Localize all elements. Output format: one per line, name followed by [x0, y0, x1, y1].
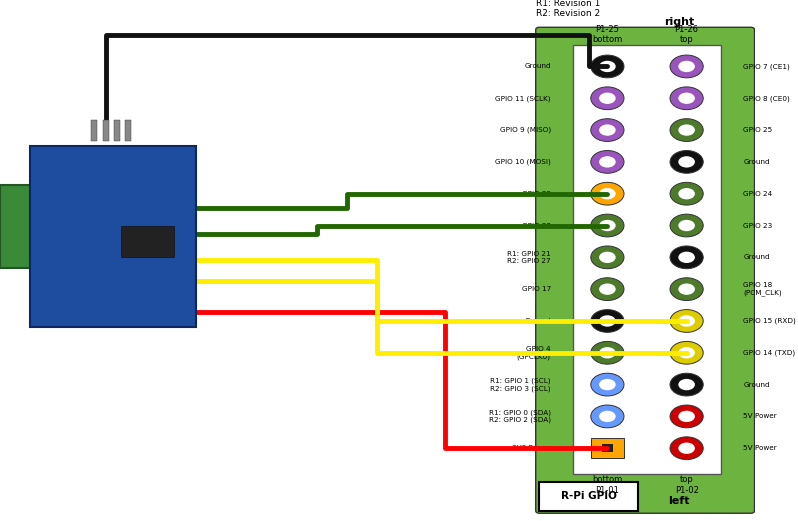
- Circle shape: [591, 151, 624, 173]
- Text: GPIO 9 (MISO): GPIO 9 (MISO): [500, 127, 551, 133]
- Text: R1: GPIO 21
R2: GPIO 27: R1: GPIO 21 R2: GPIO 27: [508, 251, 551, 264]
- Text: 3V3 Power: 3V3 Power: [512, 445, 551, 451]
- Text: bottom
P1-01: bottom P1-01: [592, 475, 622, 494]
- Text: GPIO 8 (CE0): GPIO 8 (CE0): [743, 95, 790, 102]
- Circle shape: [678, 156, 695, 168]
- Circle shape: [670, 437, 703, 460]
- Circle shape: [670, 182, 703, 205]
- Circle shape: [599, 93, 616, 104]
- Text: Ground: Ground: [524, 318, 551, 324]
- FancyBboxPatch shape: [539, 482, 638, 511]
- Bar: [120, 226, 173, 257]
- Bar: [591, 438, 624, 458]
- FancyBboxPatch shape: [535, 27, 755, 513]
- Text: R1: Revision 1
R2: Revision 2: R1: Revision 1 R2: Revision 2: [535, 0, 600, 18]
- Circle shape: [678, 379, 695, 390]
- Bar: [574, 45, 721, 475]
- Circle shape: [599, 125, 616, 136]
- Text: 5V Power: 5V Power: [743, 413, 777, 419]
- Circle shape: [670, 246, 703, 269]
- Circle shape: [599, 220, 616, 231]
- Circle shape: [670, 341, 703, 364]
- Text: Ground: Ground: [743, 381, 770, 388]
- Bar: [103, 120, 109, 141]
- Text: GPIO 25: GPIO 25: [522, 191, 551, 197]
- Circle shape: [599, 61, 616, 72]
- Text: GPIO 24: GPIO 24: [743, 191, 772, 197]
- Text: GPIO 17: GPIO 17: [522, 286, 551, 292]
- Text: top
P1-02: top P1-02: [674, 475, 698, 494]
- Bar: [30, 146, 196, 327]
- Circle shape: [591, 246, 624, 269]
- Circle shape: [591, 87, 624, 109]
- Circle shape: [670, 278, 703, 301]
- Circle shape: [678, 125, 695, 136]
- Circle shape: [678, 347, 695, 358]
- Circle shape: [678, 61, 695, 72]
- Text: GPIO 7 (CE1): GPIO 7 (CE1): [743, 63, 790, 70]
- Circle shape: [599, 315, 616, 327]
- Circle shape: [678, 315, 695, 327]
- Text: GPIO 4
(GPCLK0): GPIO 4 (GPCLK0): [517, 346, 551, 359]
- Text: GPIO 25: GPIO 25: [743, 127, 772, 133]
- Circle shape: [670, 214, 703, 237]
- Circle shape: [678, 283, 695, 295]
- Circle shape: [678, 252, 695, 263]
- Circle shape: [599, 156, 616, 168]
- Text: GPIO 15 (RXD): GPIO 15 (RXD): [743, 318, 796, 324]
- Circle shape: [591, 341, 624, 364]
- Circle shape: [591, 119, 624, 141]
- Circle shape: [599, 379, 616, 390]
- Text: GPIO 18
(PCM_CLK): GPIO 18 (PCM_CLK): [743, 282, 782, 296]
- Text: GPIO 23: GPIO 23: [743, 222, 772, 229]
- Circle shape: [591, 214, 624, 237]
- Circle shape: [599, 411, 616, 422]
- Text: 5V Power: 5V Power: [743, 445, 777, 451]
- Text: GPIO 10 (MOSI): GPIO 10 (MOSI): [495, 158, 551, 165]
- Circle shape: [678, 93, 695, 104]
- Circle shape: [670, 87, 703, 109]
- Circle shape: [591, 373, 624, 396]
- Text: Ground: Ground: [743, 159, 770, 165]
- Bar: [602, 444, 613, 452]
- Text: R1: GPIO 1 (SCL)
R2: GPIO 3 (SCL): R1: GPIO 1 (SCL) R2: GPIO 3 (SCL): [490, 378, 551, 392]
- Circle shape: [591, 182, 624, 205]
- Text: GPIO 11 (SCLK): GPIO 11 (SCLK): [496, 95, 551, 102]
- Text: Ground: Ground: [743, 254, 770, 260]
- Circle shape: [678, 442, 695, 454]
- Text: P1-26
top: P1-26 top: [674, 24, 698, 44]
- Circle shape: [599, 252, 616, 263]
- Circle shape: [591, 278, 624, 301]
- Circle shape: [678, 411, 695, 422]
- Bar: [91, 120, 97, 141]
- Circle shape: [678, 188, 695, 200]
- Text: GPIO 14 (TXD): GPIO 14 (TXD): [743, 350, 796, 356]
- Text: GPIO 22: GPIO 22: [522, 222, 551, 229]
- Text: right: right: [664, 17, 694, 27]
- Circle shape: [599, 188, 616, 200]
- Circle shape: [591, 405, 624, 428]
- Text: R1: GPIO 0 (SDA)
R2: GPIO 2 (SDA): R1: GPIO 0 (SDA) R2: GPIO 2 (SDA): [489, 410, 551, 424]
- Circle shape: [599, 347, 616, 358]
- Bar: [125, 120, 132, 141]
- Circle shape: [678, 220, 695, 231]
- Circle shape: [599, 283, 616, 295]
- Circle shape: [591, 55, 624, 78]
- Text: left: left: [668, 497, 689, 506]
- Circle shape: [670, 151, 703, 173]
- Bar: [0, 185, 53, 268]
- Circle shape: [670, 405, 703, 428]
- Circle shape: [670, 119, 703, 141]
- Bar: [114, 120, 120, 141]
- Circle shape: [591, 309, 624, 332]
- Text: R-Pi GPIO: R-Pi GPIO: [560, 491, 617, 501]
- Text: Ground: Ground: [524, 64, 551, 69]
- Circle shape: [670, 55, 703, 78]
- Circle shape: [670, 373, 703, 396]
- Circle shape: [670, 309, 703, 332]
- Text: P1-25
bottom: P1-25 bottom: [592, 24, 622, 44]
